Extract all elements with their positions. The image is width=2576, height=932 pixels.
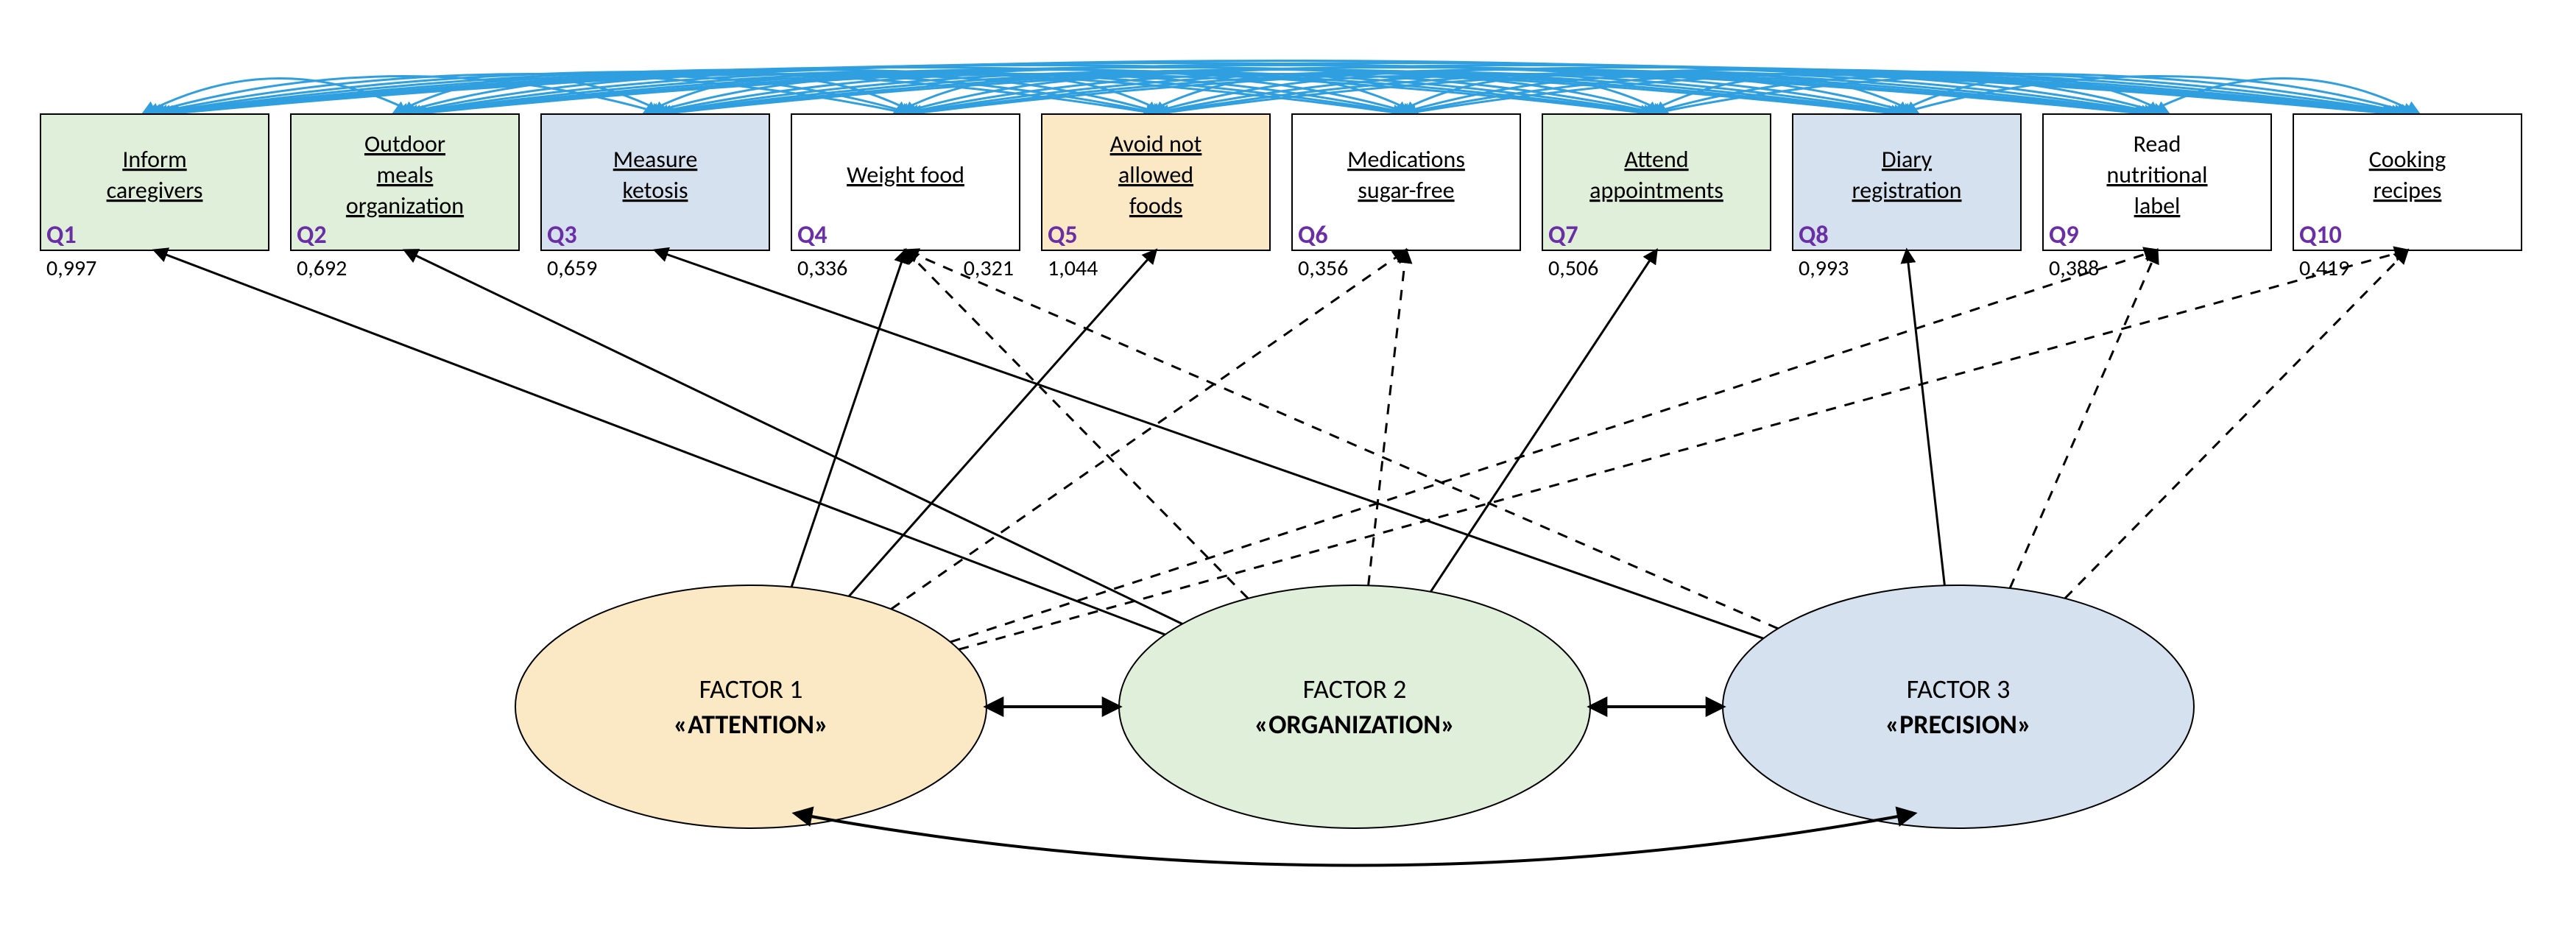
box-Q6-tag: Q6 <box>1298 220 1328 250</box>
box-Q7-title-line-1: appointments <box>1589 176 1723 205</box>
link-F2-Q4 <box>906 250 1248 599</box>
factor-F2-label1: FACTOR 2 <box>1303 673 1407 705</box>
link-F3-Q9 <box>2010 250 2157 588</box>
box-Q4-title-line-0: Weight food <box>847 160 964 189</box>
box-Q9-title-line-2: label <box>2134 191 2181 220</box>
box-Q9-value: 0,388 <box>2049 255 2099 282</box>
box-Q1: Informcaregivers Q1 0,997 <box>40 114 269 282</box>
link-F3-Q4 <box>906 250 1778 629</box>
factor-F2-label2: «ORGANIZATION» <box>1255 708 1455 741</box>
factor-F1-label2: «ATTENTION» <box>674 708 829 741</box>
box-Q9-tag: Q9 <box>2049 220 2079 250</box>
box-Q6-value: 0,356 <box>1298 255 1348 282</box>
factor-F3-label2: «PRECISION» <box>1885 708 2032 741</box>
indicator-boxes: Informcaregivers Q1 0,997 Outdoormealsorgan… <box>40 114 2522 282</box>
box-Q4: Weight food Q4 0,336 0,321 <box>791 114 1020 282</box>
box-Q3: Measureketosis Q3 0,659 <box>541 114 769 282</box>
box-Q10: CookingrecipesQ100,419 <box>2293 114 2522 282</box>
box-Q1-title-line-0: Inform <box>122 145 186 174</box>
link-F1-Q4 <box>791 250 906 587</box>
box-Q6-title-line-0: Medications <box>1347 145 1465 174</box>
factor-ellipses: FACTOR 1«ATTENTION» FACTOR 2«ORGANIZATION… <box>515 585 2194 828</box>
box-Q2-tag: Q2 <box>297 220 327 250</box>
box-Q7-tag: Q7 <box>1548 220 1578 250</box>
factor-F3-label1: FACTOR 3 <box>1907 673 2011 705</box>
link-F2-Q7 <box>1430 250 1656 592</box>
box-Q7-title-line-0: Attend <box>1624 145 1688 174</box>
correlation-arcs <box>143 61 2419 115</box>
box-Q7-value: 0,506 <box>1548 255 1598 282</box>
link-F2-Q2 <box>405 250 1182 624</box>
sem-diagram: Informcaregivers Q1 0,997 Outdoormealsorgan… <box>0 0 2576 932</box>
box-Q1-title-line-1: caregivers <box>107 176 203 205</box>
link-F1-Q9 <box>950 250 2157 642</box>
box-Q7: Attendappointments Q7 0,506 <box>1542 114 1771 282</box>
box-Q8-title-line-1: registration <box>1852 176 1962 205</box>
box-Q2-title-line-0: Outdoor <box>364 130 445 158</box>
link-F1-Q5 <box>849 250 1156 596</box>
factor-F1-label1: FACTOR 1 <box>699 673 803 705</box>
factor-F2: FACTOR 2«ORGANIZATION» <box>1119 585 1590 828</box>
box-Q4-value2: 0,321 <box>964 255 1014 282</box>
box-Q2-title-line-1: meals <box>377 160 434 189</box>
box-Q1-value: 0,997 <box>46 255 96 282</box>
box-Q1-tag: Q1 <box>46 220 77 250</box>
box-Q5-value: 1,044 <box>1048 255 1098 282</box>
box-Q3-tag: Q3 <box>547 220 577 250</box>
box-Q4-value: 0,336 <box>797 255 847 282</box>
box-Q8-title-line-0: Diary <box>1882 145 1933 174</box>
factor-F3: FACTOR 3«PRECISION» <box>1723 585 2194 828</box>
box-Q5-title-line-2: foods <box>1129 191 1182 220</box>
link-F3-Q10 <box>2065 250 2407 599</box>
box-Q9-title-line-1: nutritional <box>2106 160 2207 189</box>
box-Q9: Readnutritionallabel Q9 0,388 <box>2043 114 2271 282</box>
link-F1-Q6 <box>891 250 1406 609</box>
link-F1-Q10 <box>959 250 2407 649</box>
box-Q10-title-line-1: recipes <box>2374 176 2442 205</box>
box-Q10-tag: Q10 <box>2299 220 2342 250</box>
box-Q5-title-line-0: Avoid not <box>1110 130 1202 158</box>
box-Q8-value: 0,993 <box>1799 255 1849 282</box>
box-Q3-value: 0,659 <box>547 255 597 282</box>
box-Q10-title-line-0: Cooking <box>2369 145 2446 174</box>
box-Q5-tag: Q5 <box>1048 220 1078 250</box>
link-F3-Q3 <box>655 250 1763 638</box>
link-F2-Q1 <box>155 250 1165 635</box>
box-Q3-title-line-1: ketosis <box>623 176 688 205</box>
loading-paths <box>155 250 2407 649</box>
box-Q9-title-line-0: Read <box>2134 130 2181 158</box>
box-Q8-tag: Q8 <box>1799 220 1829 250</box>
box-Q2-value: 0,692 <box>297 255 347 282</box>
box-Q5-title-line-1: allowed <box>1118 160 1193 189</box>
box-Q3-title-line-0: Measure <box>613 145 698 174</box>
box-Q5: Avoid notallowedfoods Q5 1,044 <box>1042 114 1270 282</box>
box-Q2: Outdoormealsorganization Q2 0,692 <box>291 114 519 282</box>
box-Q2-title-line-2: organization <box>346 191 464 220</box>
box-Q6-title-line-1: sugar-free <box>1358 176 1454 205</box>
factor-F1: FACTOR 1«ATTENTION» <box>515 585 987 828</box>
link-F3-Q8 <box>1907 250 1944 585</box>
box-Q4-tag: Q4 <box>797 220 828 250</box>
